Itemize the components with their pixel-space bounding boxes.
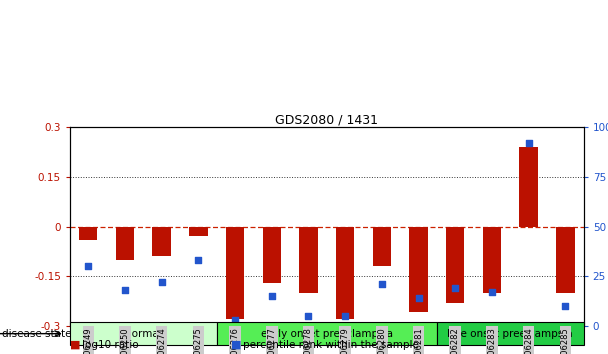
Bar — [299, 227, 317, 293]
Text: late onset preeclampsia: late onset preeclampsia — [447, 329, 573, 339]
Text: GSM106276: GSM106276 — [230, 327, 240, 354]
Point — [523, 141, 533, 146]
Bar — [216, 322, 437, 345]
Text: log10 ratio: log10 ratio — [82, 340, 139, 350]
Bar — [153, 227, 171, 256]
Point — [377, 281, 387, 287]
Bar — [116, 227, 134, 259]
Bar — [519, 147, 538, 227]
Bar — [263, 227, 281, 283]
Text: percentile rank within the sample: percentile rank within the sample — [243, 340, 419, 350]
Bar — [556, 227, 575, 293]
Bar — [70, 322, 216, 345]
Bar — [226, 227, 244, 319]
Bar — [189, 227, 207, 236]
Text: GSM106249: GSM106249 — [84, 327, 93, 354]
Text: GSM106275: GSM106275 — [194, 327, 203, 354]
Point — [83, 263, 93, 269]
Text: ■: ■ — [231, 340, 241, 350]
Bar — [336, 227, 354, 319]
Text: GSM106250: GSM106250 — [120, 327, 130, 354]
Text: GSM106283: GSM106283 — [488, 327, 497, 354]
Text: GSM106279: GSM106279 — [340, 327, 350, 354]
Bar — [409, 227, 427, 313]
Point — [487, 289, 497, 295]
Bar — [437, 322, 584, 345]
Text: GSM106282: GSM106282 — [451, 327, 460, 354]
Point — [157, 279, 167, 285]
Bar — [483, 227, 501, 293]
Point — [267, 293, 277, 299]
Point — [230, 317, 240, 322]
Bar — [446, 227, 465, 303]
Point — [193, 257, 203, 263]
Text: GSM106274: GSM106274 — [157, 327, 166, 354]
Text: GSM106285: GSM106285 — [561, 327, 570, 354]
Text: GSM106281: GSM106281 — [414, 327, 423, 354]
Bar — [373, 227, 391, 266]
Point — [561, 303, 570, 309]
Text: GSM106284: GSM106284 — [524, 327, 533, 354]
Point — [451, 285, 460, 291]
Title: GDS2080 / 1431: GDS2080 / 1431 — [275, 113, 378, 126]
Point — [413, 295, 423, 301]
Text: GSM106278: GSM106278 — [304, 327, 313, 354]
Point — [120, 287, 130, 293]
Point — [303, 313, 313, 319]
Bar — [79, 227, 97, 240]
Text: disease state: disease state — [2, 329, 71, 339]
Point — [340, 313, 350, 319]
Text: normal: normal — [125, 329, 162, 339]
Text: ■: ■ — [70, 340, 80, 350]
Text: GSM106277: GSM106277 — [268, 327, 276, 354]
Text: early onset preeclampsia: early onset preeclampsia — [261, 329, 393, 339]
Text: GSM106280: GSM106280 — [378, 327, 386, 354]
